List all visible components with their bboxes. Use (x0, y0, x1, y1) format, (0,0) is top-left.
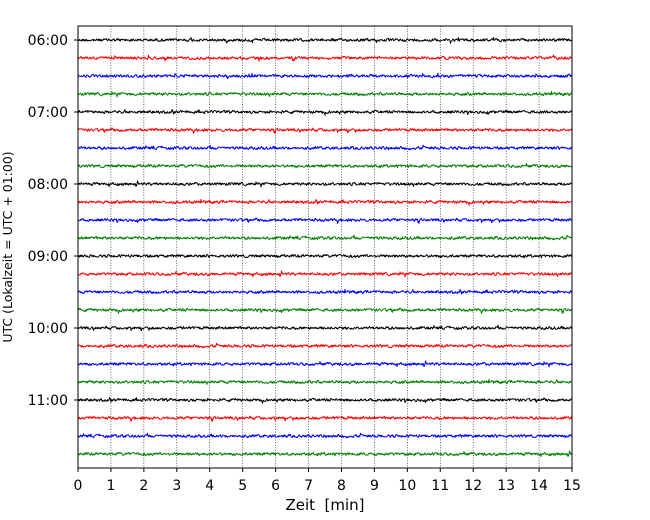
x-tick-label: 9 (370, 478, 379, 494)
trace-line-1 (77, 37, 573, 44)
x-tick-label: 5 (238, 478, 247, 494)
trace-line-9 (77, 180, 573, 188)
trace-line-21 (77, 397, 573, 404)
y-tick-label: 08:00 (28, 177, 68, 193)
x-tick-label: 2 (139, 478, 148, 494)
trace-line-11 (77, 217, 573, 224)
trace-line-5 (77, 109, 573, 116)
x-tick-label: 15 (563, 478, 581, 494)
plot-area-background (78, 26, 572, 468)
trace-line-19 (77, 360, 573, 368)
trace-line-12 (77, 234, 573, 241)
trace-line-3 (77, 72, 573, 80)
trace-line-22 (77, 415, 573, 422)
plot-frame (77, 25, 573, 469)
x-tick-label: 0 (74, 478, 83, 494)
trace-line-23 (77, 432, 573, 439)
y-tick-label: 09:00 (28, 249, 68, 265)
x-tick-label: 6 (271, 478, 280, 494)
y-tick-label: 11:00 (28, 393, 68, 409)
trace-line-20 (77, 378, 573, 385)
y-tick-label: 07:00 (28, 105, 68, 121)
trace-series (77, 37, 573, 458)
trace-line-17 (77, 324, 573, 332)
trace-line-16 (77, 307, 573, 314)
trace-line-2 (77, 54, 573, 62)
trace-line-14 (77, 270, 573, 278)
x-tick-label: 14 (530, 478, 548, 494)
trace-line-4 (77, 90, 573, 98)
x-axis-ticks: 0 1 2 3 4 5 6 7 8 9 10 11 12 13 14 15 (74, 468, 581, 494)
trace-line-6 (77, 127, 573, 134)
x-tick-label: 1 (106, 478, 115, 494)
y-tick-label: 06:00 (28, 33, 68, 49)
trace-line-13 (77, 253, 573, 259)
trace-line-15 (77, 288, 573, 295)
x-tick-label: 12 (464, 478, 482, 494)
x-tick-label: 3 (172, 478, 181, 494)
trace-line-18 (77, 342, 573, 349)
vertical-grid (110, 26, 540, 468)
y-axis-label: UTC (Lokalzeit = UTC + 01:00) (0, 151, 15, 342)
x-tick-label: 11 (431, 478, 449, 494)
x-axis-label: Zeit [min] (285, 496, 364, 514)
x-tick-label: 10 (398, 478, 416, 494)
y-tick-label: 10:00 (28, 321, 68, 337)
x-tick-label: 7 (304, 478, 313, 494)
y-axis-ticks: 06:00 07:00 08:00 09:00 10:00 11:00 (28, 33, 78, 409)
trace-line-10 (77, 198, 573, 206)
x-tick-label: 4 (205, 478, 214, 494)
trace-line-8 (77, 163, 573, 169)
trace-line-24 (77, 450, 573, 458)
x-tick-label: 8 (337, 478, 346, 494)
trace-line-7 (77, 144, 573, 151)
x-tick-label: 13 (497, 478, 515, 494)
